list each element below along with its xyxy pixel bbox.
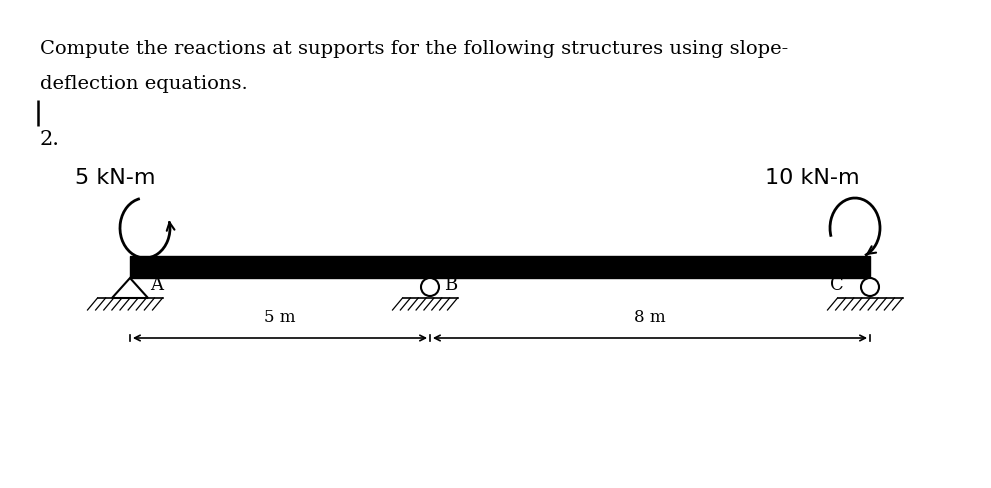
Text: B: B (444, 276, 457, 294)
Bar (130, 256, 870, 278)
Text: 10 kN-m: 10 kN-m (765, 168, 860, 188)
Text: C: C (830, 276, 843, 294)
Text: 5 kN-m: 5 kN-m (75, 168, 156, 188)
Text: 5 m: 5 m (265, 309, 295, 326)
Polygon shape (112, 278, 148, 298)
Text: 2.: 2. (40, 130, 60, 149)
Text: Compute the reactions at supports for the following structures using slope-: Compute the reactions at supports for th… (40, 40, 788, 58)
Circle shape (861, 278, 879, 296)
Text: deflection equations.: deflection equations. (40, 75, 248, 93)
Text: 8 m: 8 m (634, 309, 666, 326)
Text: A: A (150, 276, 163, 294)
Circle shape (421, 278, 439, 296)
